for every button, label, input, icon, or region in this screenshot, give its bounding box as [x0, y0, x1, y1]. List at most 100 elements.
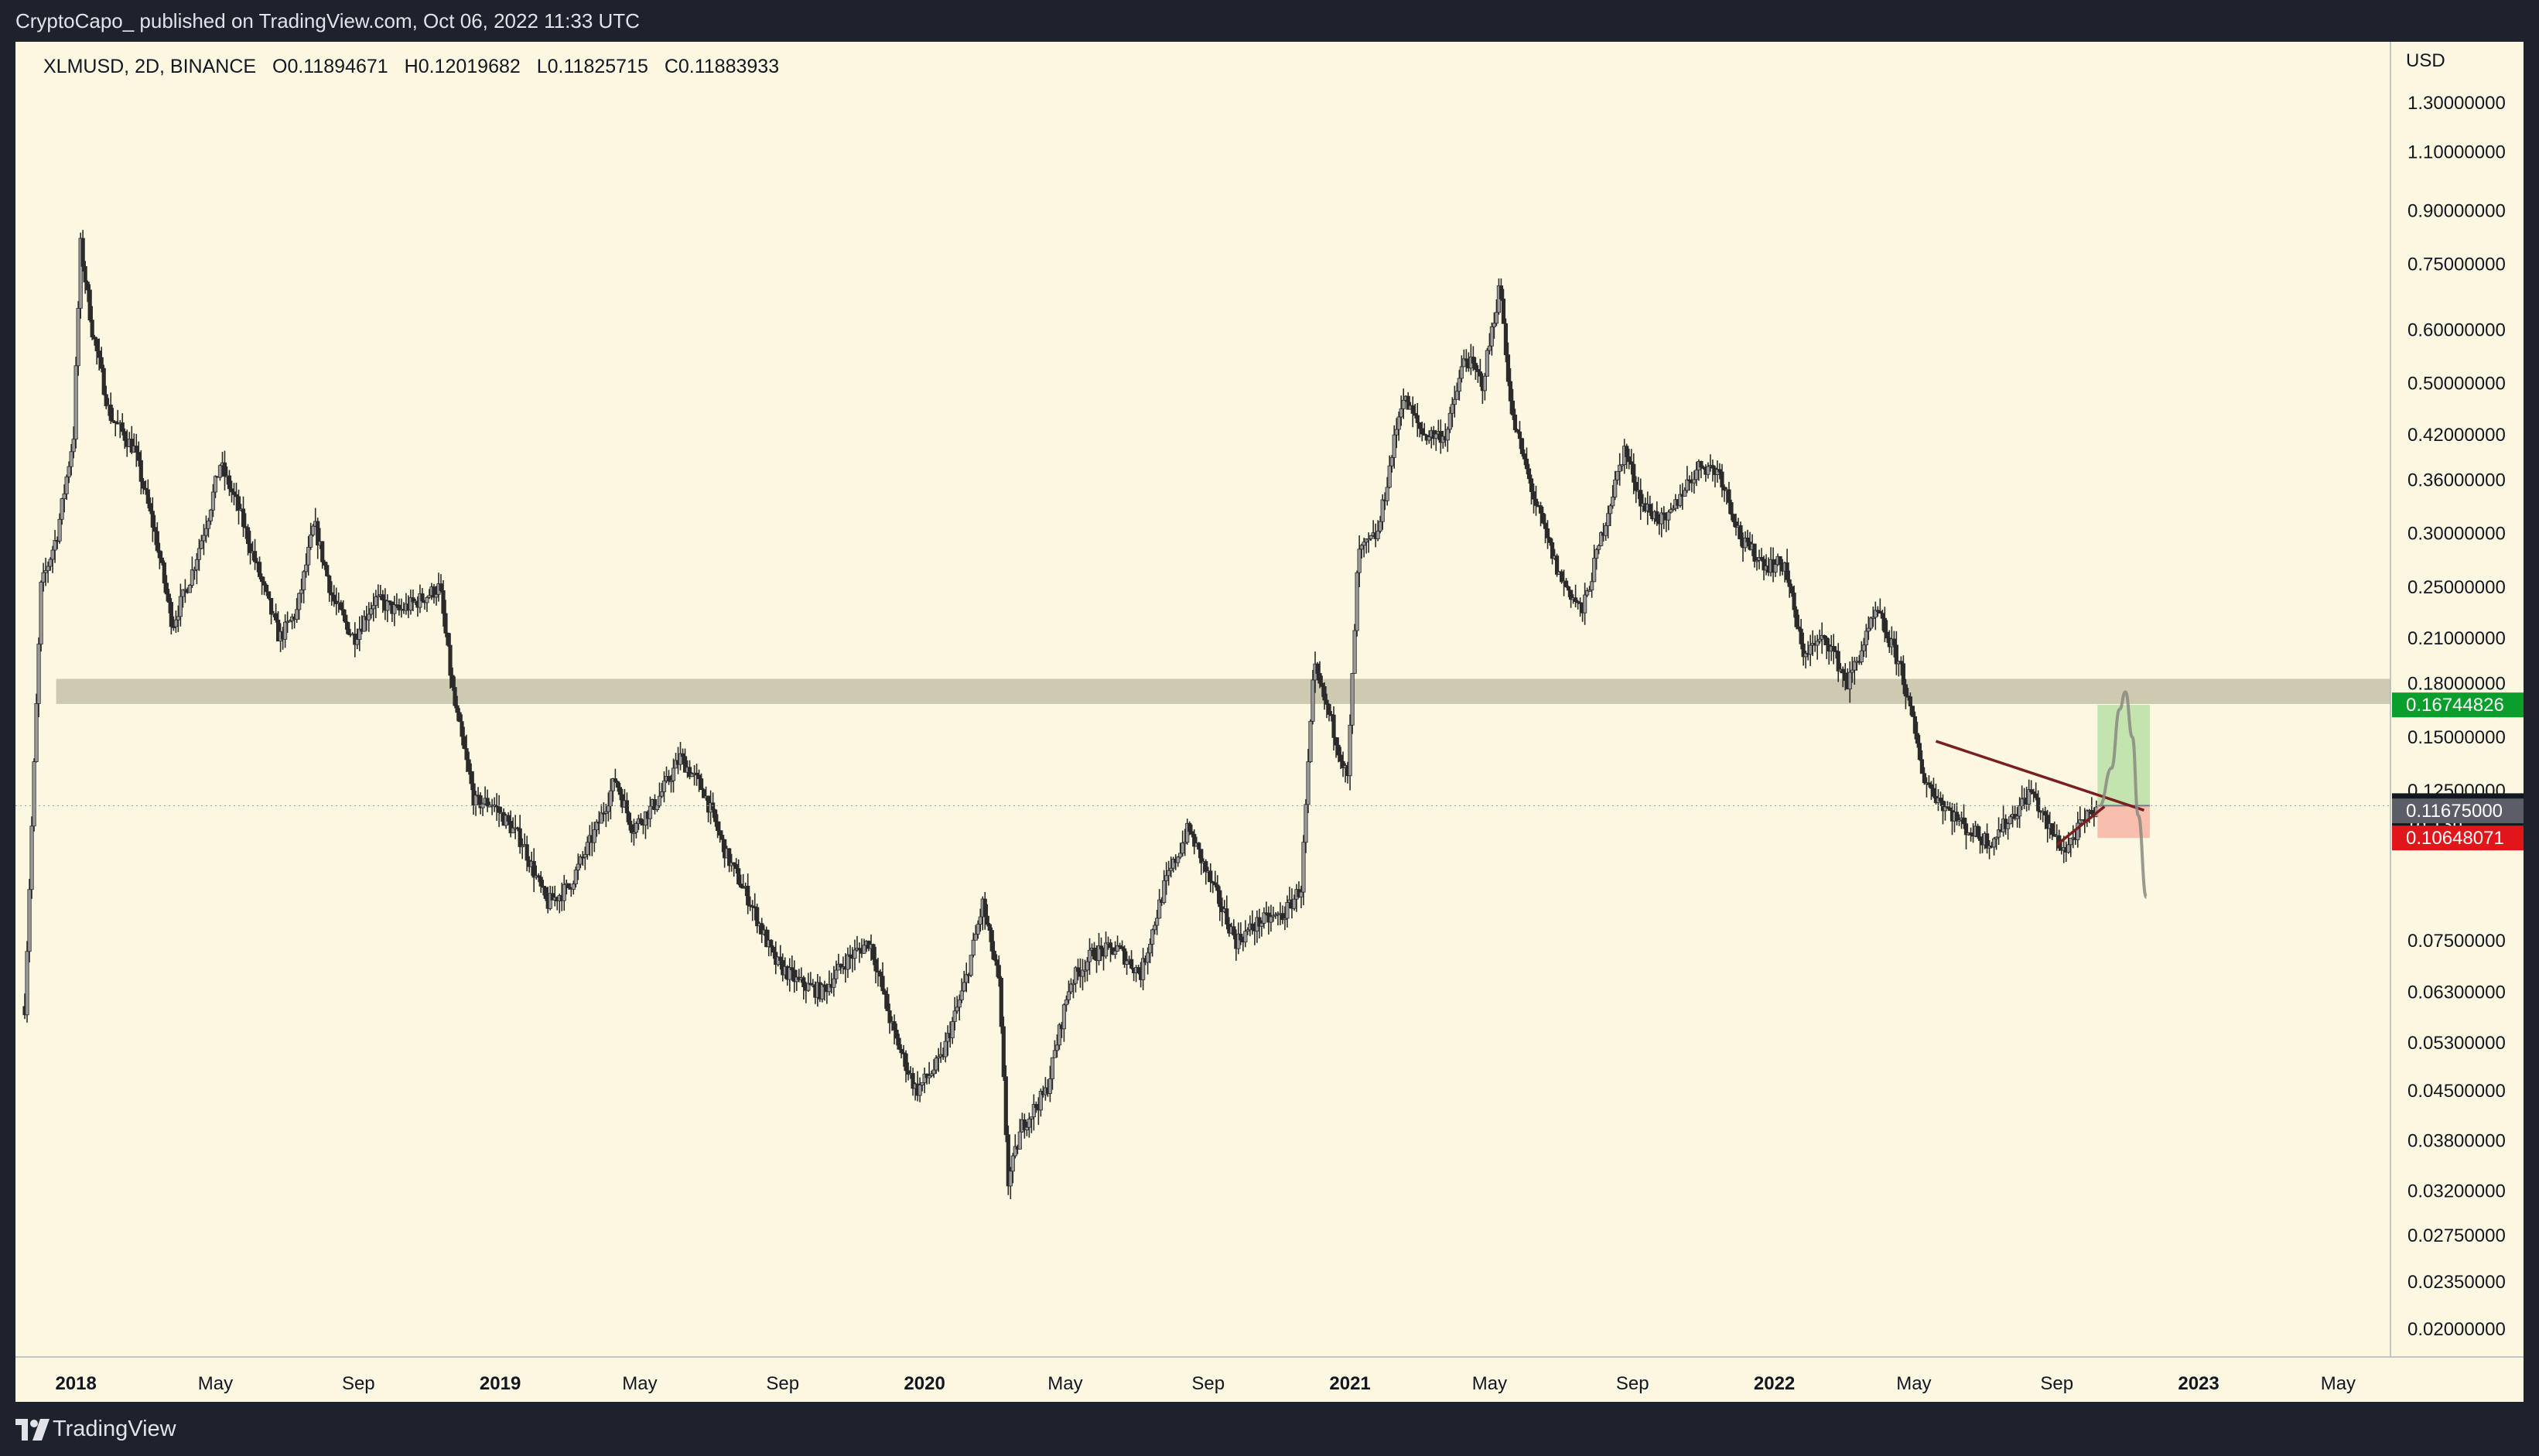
candle-body: [1866, 627, 1871, 632]
candle-body: [64, 476, 69, 494]
candle-body: [1150, 929, 1155, 945]
candle-body: [1498, 285, 1504, 299]
candle-body: [1873, 610, 1878, 618]
candle-body: [434, 593, 439, 598]
time-axis-panel: [15, 1357, 2524, 1402]
candle-body: [680, 753, 685, 757]
candle-body: [610, 778, 615, 791]
candle-body: [1710, 465, 1715, 469]
candle-body: [1901, 663, 1905, 685]
candle-body: [157, 550, 162, 559]
candle-body: [541, 886, 545, 888]
candle-body: [1215, 884, 1220, 891]
candle-body: [1629, 461, 1634, 465]
candle-body: [1017, 1131, 1022, 1150]
candle-body: [654, 805, 660, 810]
candle-body: [1422, 433, 1427, 436]
candle-body: [1908, 696, 1912, 707]
candle-body: [1197, 842, 1201, 850]
candle-body: [892, 1021, 897, 1030]
candle-body: [848, 954, 853, 958]
candle-body: [330, 592, 334, 596]
candle-body: [1447, 412, 1452, 430]
candle-body: [580, 856, 585, 859]
candle-body: [450, 675, 455, 688]
candle-body: [327, 576, 332, 593]
candle-body: [1850, 669, 1854, 673]
candle-body: [1410, 405, 1415, 414]
candle-body: [1717, 469, 1722, 473]
candle-body: [1185, 822, 1190, 843]
candle-body: [261, 581, 267, 586]
candle-body: [594, 822, 599, 831]
candle-body: [520, 845, 525, 848]
candle-body: [1801, 643, 1806, 658]
y-tick-label: 0.02750000: [2407, 1225, 2506, 1246]
candle-body: [460, 721, 464, 737]
candle-body: [2078, 819, 2083, 824]
price-chart[interactable]: USD 1.30000000 1.10000000 0.90000000 0.75000…: [15, 42, 2524, 1402]
chart-frame[interactable]: USD 1.30000000 1.10000000 0.90000000 0.75000…: [15, 42, 2524, 1402]
candle-body: [1977, 836, 1983, 841]
candle-body: [1471, 356, 1475, 364]
candle-body: [613, 778, 617, 782]
candle-body: [678, 753, 683, 765]
candle-body: [1669, 509, 1673, 513]
candle-body: [873, 959, 878, 972]
candle-body: [1608, 505, 1613, 514]
candle-body: [1320, 682, 1324, 687]
candle-body: [634, 823, 639, 833]
candle-body: [711, 802, 716, 811]
candle-body: [1415, 415, 1420, 423]
candle-body: [1124, 960, 1129, 965]
candle-body: [957, 1000, 962, 1008]
candle-body: [1308, 720, 1313, 762]
candle-body: [1092, 948, 1097, 960]
candle-body: [1606, 513, 1611, 526]
candle-body: [362, 616, 367, 632]
candle-body: [152, 527, 157, 532]
candle-body: [1915, 733, 1920, 744]
candle-body: [1034, 1104, 1038, 1109]
candle-body: [231, 491, 237, 495]
candle-body: [1122, 948, 1127, 965]
candle-body: [1190, 831, 1194, 835]
candle-body: [1119, 946, 1125, 949]
candle-body: [1991, 838, 1997, 848]
candle-body: [1729, 502, 1734, 515]
candle-body: [138, 460, 143, 482]
candle-body: [1734, 521, 1738, 528]
candle-body: [1299, 891, 1304, 897]
candle-body: [1639, 490, 1643, 507]
candle-body: [1531, 491, 1536, 500]
candles-group: [22, 230, 2099, 1200]
candle-body: [583, 854, 587, 858]
candle-body: [1743, 537, 1748, 549]
candle-body: [320, 541, 325, 562]
candle-body: [1943, 806, 1948, 812]
candle-body: [1108, 942, 1113, 948]
candle-body: [1817, 638, 1822, 642]
candle-body: [295, 609, 299, 620]
candle-body: [1576, 601, 1580, 603]
candle-body: [1178, 853, 1183, 858]
candle-body: [1922, 773, 1927, 784]
candle-body: [1569, 590, 1574, 600]
candle-body: [1366, 538, 1371, 541]
tradingview-logo-icon[interactable]: [15, 1419, 53, 1441]
candle-body: [1694, 470, 1699, 480]
candle-body: [571, 884, 576, 890]
candle-body: [425, 596, 429, 603]
candle-body: [1529, 478, 1534, 492]
candle-body: [1285, 902, 1290, 919]
candle-body: [1054, 1044, 1060, 1051]
candle-body: [624, 800, 630, 814]
candle-body: [357, 628, 362, 640]
tradingview-brand[interactable]: TradingView: [53, 1417, 176, 1441]
candle-body: [1218, 890, 1222, 907]
candle-body: [462, 736, 466, 749]
ohlc-low: L0.11825715: [536, 56, 648, 77]
candle-body: [32, 761, 36, 827]
candle-body: [166, 593, 171, 603]
candle-body: [971, 939, 976, 955]
